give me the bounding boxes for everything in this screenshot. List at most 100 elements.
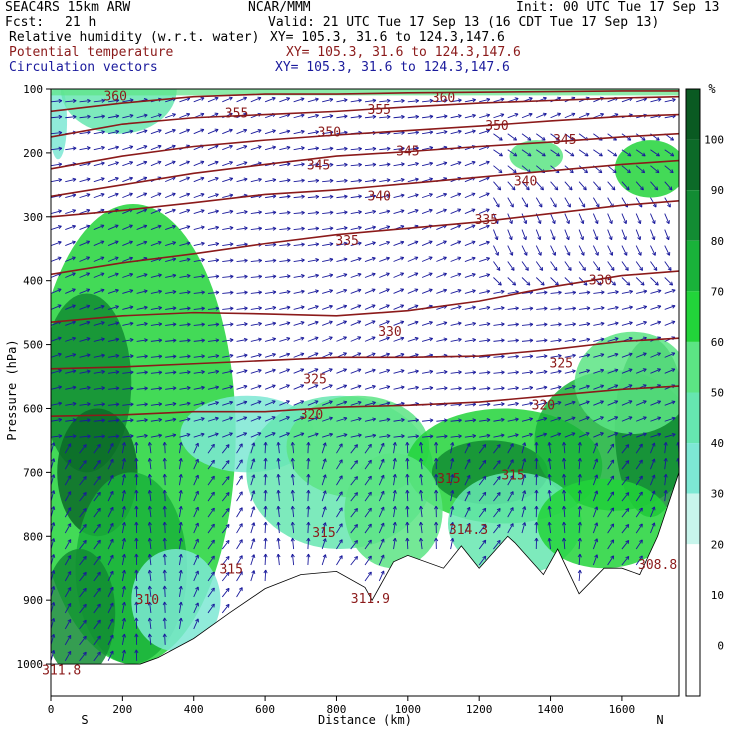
circulation-vector xyxy=(179,160,190,167)
circulation-vector xyxy=(51,147,62,151)
circulation-vector-head xyxy=(58,178,63,183)
circulation-vector-head xyxy=(129,176,133,181)
valid-time: Valid: 21 UTC Tue 17 Sep 13 (16 CDT Tue … xyxy=(268,15,660,30)
circulation-vector-head xyxy=(211,539,215,544)
circulation-vector xyxy=(164,601,166,613)
circulation-vector-head xyxy=(315,273,319,278)
circulation-vector-head xyxy=(276,489,281,494)
circulation-vector-head xyxy=(87,402,91,407)
circulation-vector xyxy=(165,145,176,151)
circulation-vector-head xyxy=(257,145,262,150)
circulation-vector xyxy=(150,307,162,310)
circulation-vector-head xyxy=(51,474,56,479)
circulation-vector xyxy=(122,371,134,374)
circulation-vector-head xyxy=(172,241,177,246)
circulation-vector-head xyxy=(86,177,91,182)
circulation-vector-head xyxy=(109,618,114,623)
circulation-vector-head xyxy=(144,354,148,359)
circulation-vector xyxy=(165,225,176,230)
colorbar-tick-label: 20 xyxy=(711,538,724,551)
circulation-vector-head xyxy=(114,224,119,229)
circulation-vector-head xyxy=(96,491,101,496)
circulation-vector xyxy=(279,163,291,167)
circulation-vector-head xyxy=(286,384,290,389)
field-theta-xy: XY= 105.3, 31.6 to 124.3,147.6 xyxy=(286,45,521,60)
circulation-vector-head xyxy=(239,555,243,560)
circulation-vector-head xyxy=(129,240,133,245)
circulation-vector xyxy=(678,181,679,183)
circulation-vector-head xyxy=(71,288,76,293)
circulation-vector-head xyxy=(186,322,191,327)
circulation-vector-head xyxy=(134,569,139,574)
circulation-vector-head xyxy=(243,416,248,421)
circulation-vector-head xyxy=(67,507,72,512)
circulation-vector xyxy=(293,400,304,406)
circulation-vector xyxy=(207,571,215,582)
circulation-vector-head xyxy=(251,538,256,543)
circulation-vector-head xyxy=(51,442,56,447)
circulation-vector xyxy=(64,491,72,502)
theta-contour-label: 335 xyxy=(335,234,358,249)
x-tick-label: 1200 xyxy=(466,703,493,716)
circulation-vector xyxy=(236,161,248,167)
circulation-vector xyxy=(236,145,248,151)
circulation-vector xyxy=(222,370,234,374)
rh-region xyxy=(574,331,679,435)
circulation-vector xyxy=(236,227,248,231)
circulation-vector xyxy=(193,506,199,518)
theta-contour-label: 308.8 xyxy=(638,558,677,573)
circulation-vector xyxy=(250,442,255,454)
circulation-vector-head xyxy=(172,113,176,118)
circulation-vector-head xyxy=(143,305,148,310)
circulation-vector-head xyxy=(239,507,243,512)
colorbar-band xyxy=(686,89,700,140)
y-tick-label: 700 xyxy=(23,466,43,479)
circulation-vector xyxy=(65,435,77,438)
circulation-vector xyxy=(207,491,215,502)
circulation-vector-head xyxy=(315,210,320,215)
circulation-vector-head xyxy=(306,473,311,478)
circulation-vector xyxy=(122,193,133,199)
circulation-vector-head xyxy=(82,587,87,592)
circulation-vector xyxy=(65,209,76,215)
circulation-vector xyxy=(150,241,162,246)
circulation-vector-head xyxy=(272,226,277,231)
circulation-vector-head xyxy=(144,338,148,343)
circulation-vector-head xyxy=(214,96,219,101)
circulation-vector xyxy=(678,213,679,215)
circulation-vector xyxy=(307,538,309,550)
circulation-vector xyxy=(193,554,199,566)
circulation-vector xyxy=(221,540,230,550)
circulation-vector xyxy=(108,387,120,390)
circulation-vector xyxy=(264,416,276,422)
circulation-vector-head xyxy=(229,274,234,279)
circulation-vector-head xyxy=(134,649,139,654)
circulation-vector xyxy=(93,619,101,630)
circulation-vector-head xyxy=(100,177,105,182)
circulation-vector xyxy=(79,508,87,518)
circulation-vector-head xyxy=(58,146,63,151)
theta-contour-label: 320 xyxy=(300,408,323,423)
colorbar-tick-label: 40 xyxy=(711,437,724,450)
circulation-vector-head xyxy=(200,192,205,197)
circulation-vector xyxy=(250,227,262,231)
circulation-vector-head xyxy=(225,571,230,576)
circulation-vector-head xyxy=(276,442,281,446)
circulation-vector xyxy=(179,307,191,310)
circulation-vector-head xyxy=(314,97,319,102)
circulation-vector-head xyxy=(143,224,148,229)
circulation-vector xyxy=(193,307,205,310)
circulation-vector-head xyxy=(172,401,177,407)
circulation-vector-head xyxy=(96,571,101,576)
x-axis-start-label: S xyxy=(81,713,88,727)
circulation-vector-head xyxy=(162,601,167,606)
circulation-vector xyxy=(279,400,290,406)
circulation-vector xyxy=(79,193,91,199)
circulation-vector xyxy=(250,211,262,215)
circulation-vector-head xyxy=(86,208,91,213)
circulation-vector-head xyxy=(211,507,215,512)
circulation-vector xyxy=(293,337,305,342)
circulation-vector-head xyxy=(86,385,91,390)
circulation-vector-head xyxy=(214,112,219,117)
circulation-vector xyxy=(122,240,133,246)
